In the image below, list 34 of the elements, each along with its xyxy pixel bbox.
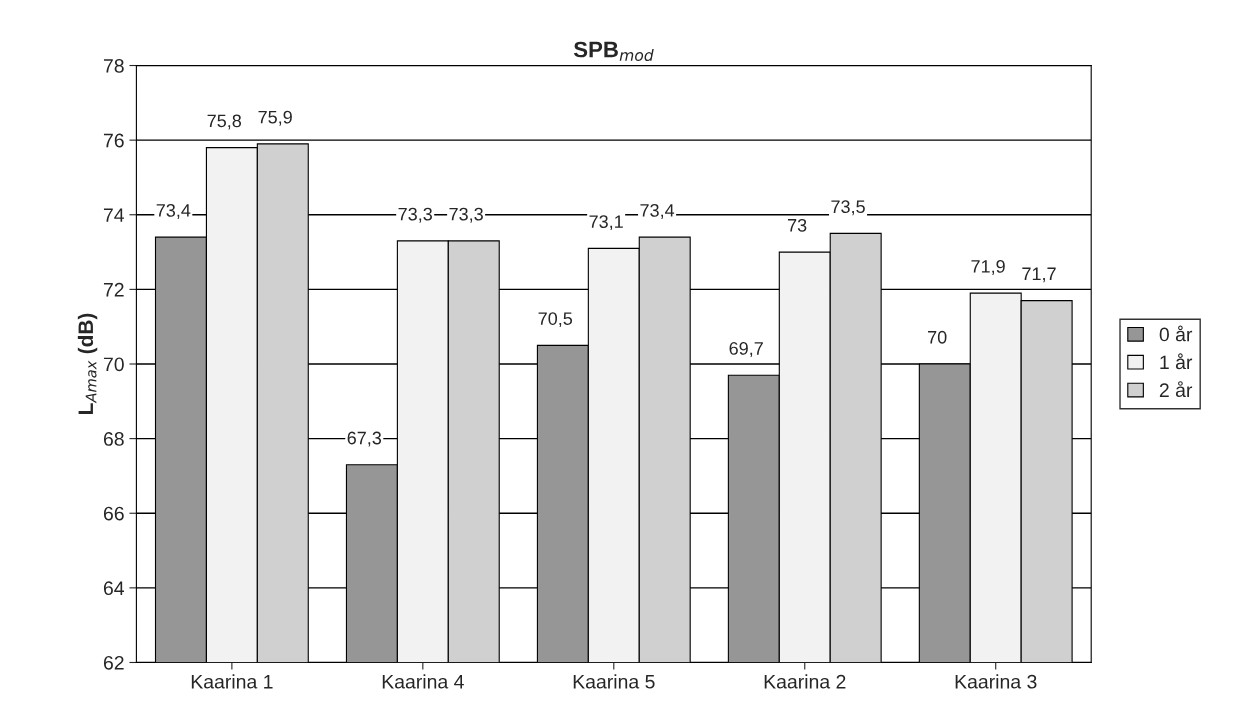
y-tick-label: 74	[103, 208, 125, 222]
data-label: 75,8	[207, 114, 242, 130]
y-tick-label: 76	[103, 133, 124, 148]
data-label: 67,3	[347, 431, 382, 447]
data-label: 73,5	[831, 200, 865, 216]
y-tick-label: 68	[103, 432, 124, 446]
legend-label: 1 år	[1160, 353, 1193, 370]
legend-label: 0 år	[1159, 325, 1193, 342]
data-label: 71,9	[971, 259, 1005, 275]
x-tick-label: Kaarina 2	[764, 674, 846, 689]
y-tick-label: 64	[103, 581, 125, 596]
data-label: 70,5	[538, 312, 573, 328]
y-tick-label: 62	[103, 655, 124, 670]
y-tick-label: 70	[103, 357, 124, 372]
y-axis-title: L$_{Amax}$ (dB)	[77, 313, 98, 414]
data-label: 73,3	[449, 207, 483, 223]
data-label: 73,1	[589, 215, 623, 231]
x-tick-label: Kaarina 5	[573, 674, 655, 689]
data-label: 73,4	[156, 204, 191, 219]
data-label: 73,3	[398, 207, 432, 223]
data-label: 73,4	[640, 204, 675, 219]
x-tick-label: Kaarina 3	[955, 674, 1037, 689]
data-label: 73	[788, 218, 807, 232]
y-tick-label: 66	[103, 506, 124, 521]
chart-title: SPB$_{mod}$	[573, 41, 654, 62]
data-label: 70	[928, 330, 947, 344]
data-label: 71,7	[1022, 267, 1056, 283]
x-tick-label: Kaarina 4	[382, 674, 464, 689]
data-label: 69,7	[729, 342, 763, 357]
legend-label: 2 år	[1159, 381, 1193, 398]
x-tick-label: Kaarina 1	[191, 674, 273, 689]
data-label: 75,9	[258, 110, 292, 126]
y-tick-label: 72	[103, 282, 124, 297]
y-tick-label: 78	[103, 58, 124, 73]
